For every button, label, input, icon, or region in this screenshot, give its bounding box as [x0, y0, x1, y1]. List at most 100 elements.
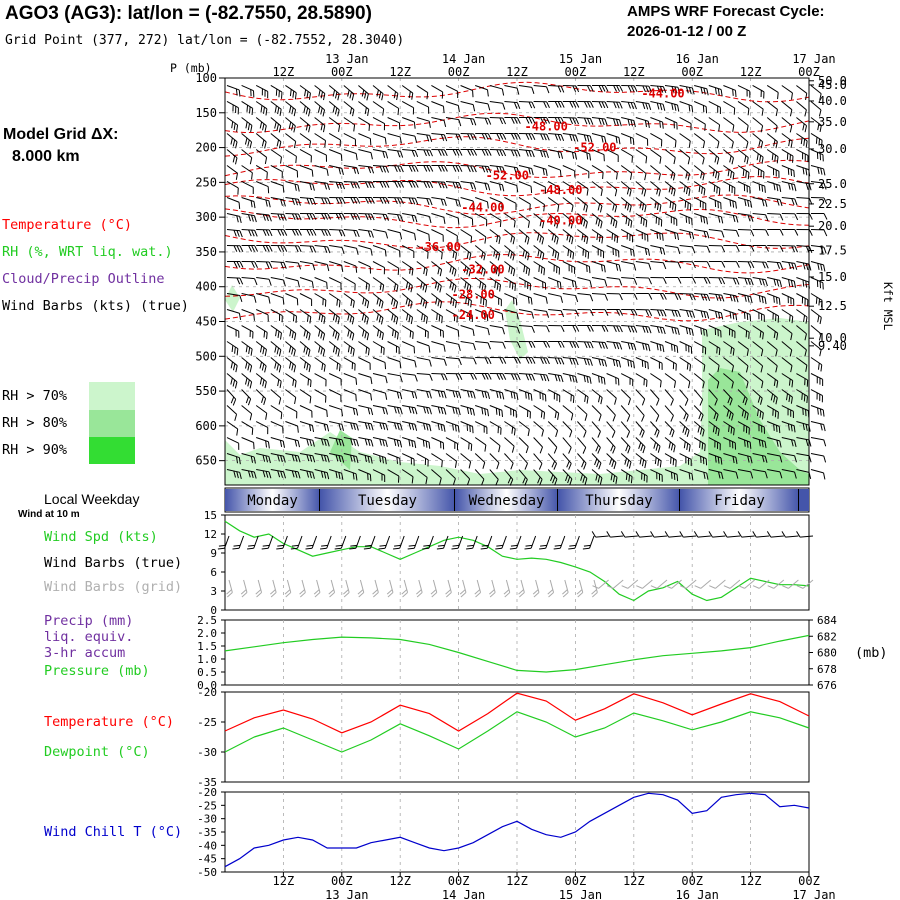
- barb-feather: [717, 88, 720, 96]
- barb-feather: [264, 125, 267, 133]
- wind-barb: [796, 117, 808, 133]
- barb-feather: [470, 118, 474, 126]
- surface-wind-barb: [539, 535, 551, 550]
- wind-barb: [635, 133, 649, 146]
- barb-feather: [231, 121, 234, 129]
- barb-feather: [510, 408, 512, 416]
- barb-feather: [356, 213, 361, 220]
- wind-barb: [621, 325, 638, 333]
- height-tick-label: 12.5: [818, 299, 847, 313]
- barb-feather: [647, 139, 649, 146]
- barb-feather: [566, 233, 569, 241]
- barb-feather: [512, 253, 515, 261]
- wind-barb: [431, 357, 447, 366]
- barb-feather: [399, 232, 403, 240]
- wind-barb: [387, 133, 402, 144]
- barb-staff: [766, 85, 779, 93]
- barb-feather: [817, 315, 820, 323]
- barb-staff: [358, 437, 372, 441]
- bottom-date-label: 13 Jan: [325, 888, 368, 900]
- barb-staff: [328, 325, 340, 335]
- barb-feather: [688, 345, 690, 353]
- barb-staff: [679, 133, 691, 142]
- barb-feather: [341, 182, 345, 190]
- barb-feather: [673, 121, 675, 129]
- wind-barb: [329, 245, 345, 255]
- barb-feather: [639, 428, 643, 436]
- barb-staff: [752, 260, 766, 263]
- barb-feather: [586, 188, 589, 196]
- wind-barb: [591, 373, 606, 385]
- barb-feather: [500, 299, 502, 307]
- barb-feather: [385, 231, 389, 239]
- barb-feather: [677, 261, 682, 269]
- barb-feather: [615, 249, 617, 257]
- axis-tick-label: 678: [817, 663, 837, 676]
- barb-feather: [408, 439, 411, 447]
- barb-feather: [537, 476, 541, 484]
- barb-staff: [533, 389, 546, 396]
- wind-barb: [387, 117, 401, 130]
- wind-barb: [693, 165, 705, 181]
- wind-barb: [664, 245, 681, 255]
- barb-feather: [510, 267, 513, 275]
- barb-feather: [547, 589, 554, 595]
- barb-feather: [659, 293, 664, 300]
- wind-barb: [285, 261, 302, 270]
- wind-barb: [650, 181, 661, 197]
- barb-feather: [337, 93, 340, 101]
- barb-feather: [625, 217, 628, 225]
- barb-feather: [239, 261, 244, 268]
- barb-feather: [381, 473, 383, 481]
- barb-staff: [693, 373, 705, 383]
- wind-barb: [591, 213, 603, 229]
- barb-feather: [261, 363, 265, 371]
- wind-barb: [299, 405, 313, 418]
- barb-staff: [810, 117, 822, 126]
- wind-barb: [387, 148, 404, 158]
- wind-barb: [489, 357, 507, 364]
- wind-barb: [650, 389, 660, 406]
- barb-feather: [588, 266, 591, 274]
- barb-feather: [334, 331, 338, 339]
- barb-feather: [305, 331, 309, 339]
- wind-barb: [767, 196, 783, 207]
- barb-feather: [496, 391, 499, 398]
- barb-feather: [805, 316, 808, 324]
- barb-feather: [516, 167, 520, 175]
- barb-feather: [513, 220, 516, 228]
- barb-feather: [560, 358, 565, 365]
- grid-wind-barb: [299, 579, 306, 598]
- barb-feather: [368, 284, 370, 292]
- barb-feather: [821, 395, 823, 403]
- barb-staff: [372, 469, 385, 476]
- wind-barb: [650, 469, 663, 482]
- barb-feather: [443, 199, 447, 207]
- wind-barb: [285, 101, 297, 117]
- barb-feather: [382, 423, 386, 430]
- barb-feather: [386, 589, 393, 595]
- barb-feather: [749, 91, 751, 98]
- barb-staff: [299, 325, 311, 335]
- barb-staff: [577, 373, 591, 378]
- barb-feather: [787, 408, 789, 416]
- barb-feather: [774, 410, 777, 418]
- barb-staff: [326, 535, 332, 549]
- wind-barb: [358, 389, 373, 401]
- barb-staff: [285, 469, 299, 473]
- barb-feather: [757, 396, 761, 403]
- barb-staff: [431, 196, 445, 200]
- barb-feather: [802, 262, 806, 270]
- wind-barb: [693, 197, 707, 211]
- wind-barb: [460, 309, 473, 322]
- barb-feather: [294, 198, 298, 206]
- barb-feather: [714, 200, 717, 208]
- barb-feather: [621, 585, 629, 589]
- barb-feather: [732, 456, 735, 464]
- wind-barb: [445, 437, 459, 451]
- barb-staff: [255, 149, 267, 158]
- barb-feather: [674, 327, 677, 335]
- barb-feather: [577, 592, 584, 598]
- barb-staff: [226, 133, 238, 143]
- wind-barb: [518, 148, 535, 158]
